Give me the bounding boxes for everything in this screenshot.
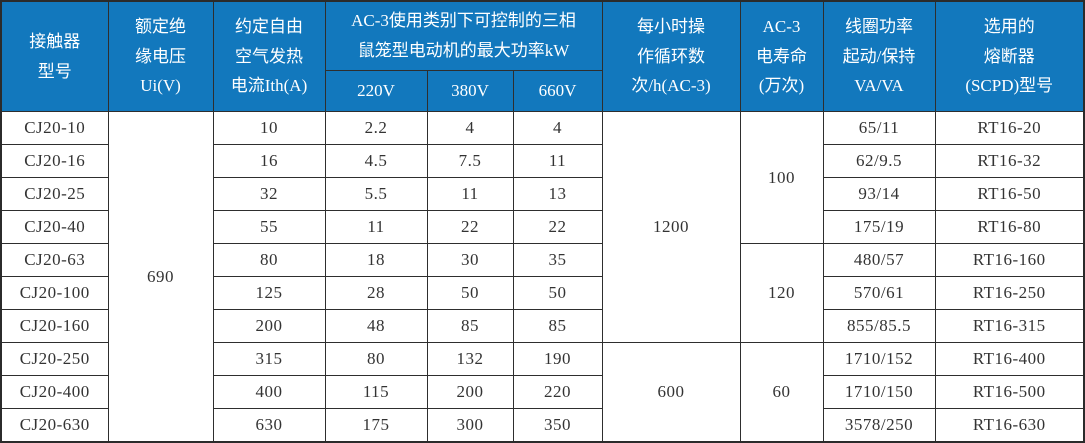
cell-power-660v: 220 (512, 375, 603, 409)
header-ac3-max-power-group: AC-3使用类别下可控制的三相 鼠笼型电动机的最大功率kW (324, 0, 603, 71)
cell-power-380v: 50 (426, 276, 514, 310)
cell-power-380v: 4 (426, 111, 514, 145)
table-row: CJ20-25 32 5.5 11 13 93/14 RT16-50 (0, 177, 1085, 211)
cell-power-660v: 50 (512, 276, 603, 310)
header-220v: 220V (324, 70, 428, 112)
cell-power-220v: 175 (324, 408, 428, 443)
cell-thermal-current: 10 (212, 111, 326, 145)
cell-thermal-current: 400 (212, 375, 326, 409)
cell-power-380v: 11 (426, 177, 514, 211)
cell-model: CJ20-16 (0, 144, 109, 178)
table-row: CJ20-63 80 18 30 35 120 480/57 RT16-160 (0, 243, 1085, 343)
cell-fuse: RT16-400 (934, 342, 1085, 376)
header-operating-cycles: 每小时操 作循环数 次/h(AC-3) (601, 0, 741, 112)
header-660v: 660V (512, 70, 603, 112)
cell-model: CJ20-630 (0, 408, 109, 443)
cell-coil-power: 62/9.5 (822, 144, 936, 178)
cell-power-380v: 85 (426, 309, 514, 343)
cell-power-660v: 35 (512, 243, 603, 277)
cell-fuse: RT16-250 (934, 276, 1085, 310)
cell-thermal-current: 32 (212, 177, 326, 211)
table-row: CJ20-400 400 115 200 220 1710/150 RT16-5… (0, 375, 1085, 409)
cell-fuse: RT16-160 (934, 243, 1085, 277)
header-fuse-type: 选用的 熔断器 (SCPD)型号 (934, 0, 1085, 112)
cell-power-220v: 18 (324, 243, 428, 277)
cell-coil-power: 480/57 (822, 243, 936, 277)
cell-fuse: RT16-630 (934, 408, 1085, 443)
cell-power-660v: 85 (512, 309, 603, 343)
cell-power-660v: 13 (512, 177, 603, 211)
cell-power-220v: 115 (324, 375, 428, 409)
header-insulation-voltage: 额定绝 缘电压 Ui(V) (107, 0, 214, 112)
cell-fuse: RT16-20 (934, 111, 1085, 145)
header-electrical-life: AC-3 电寿命 (万次) (739, 0, 824, 112)
cell-model: CJ20-10 (0, 111, 109, 145)
cell-model: CJ20-63 (0, 243, 109, 277)
cell-thermal-current: 630 (212, 408, 326, 443)
cell-power-380v: 300 (426, 408, 514, 443)
cell-power-380v: 30 (426, 243, 514, 277)
cell-power-220v: 80 (324, 342, 428, 376)
table-row: CJ20-10 690 10 2.2 4 4 1200 100 65/11 RT… (0, 111, 1085, 443)
cell-power-660v: 350 (512, 408, 603, 443)
cell-power-660v: 4 (512, 111, 603, 145)
table-row: CJ20-250 315 80 132 190 600 60 1710/152 … (0, 342, 1085, 443)
cell-coil-power: 93/14 (822, 177, 936, 211)
cell-cycles-high: 1200 (601, 111, 741, 343)
cell-power-220v: 4.5 (324, 144, 428, 178)
cell-thermal-current: 125 (212, 276, 326, 310)
cell-fuse: RT16-50 (934, 177, 1085, 211)
cell-power-220v: 5.5 (324, 177, 428, 211)
cell-model: CJ20-100 (0, 276, 109, 310)
cell-power-220v: 28 (324, 276, 428, 310)
cell-power-660v: 22 (512, 210, 603, 244)
cell-model: CJ20-160 (0, 309, 109, 343)
cell-thermal-current: 16 (212, 144, 326, 178)
header-380v: 380V (426, 70, 514, 112)
cell-model: CJ20-400 (0, 375, 109, 409)
cell-cycles-low: 600 (601, 342, 741, 443)
cell-model: CJ20-25 (0, 177, 109, 211)
cell-coil-power: 3578/250 (822, 408, 936, 443)
cell-coil-power: 855/85.5 (822, 309, 936, 343)
cell-life-c: 60 (739, 342, 824, 443)
cell-thermal-current: 55 (212, 210, 326, 244)
header-contactor-model: 接触器 型号 (0, 0, 109, 112)
cell-power-380v: 22 (426, 210, 514, 244)
cell-power-380v: 132 (426, 342, 514, 376)
cell-insulation-voltage: 690 (107, 111, 214, 443)
cell-power-220v: 48 (324, 309, 428, 343)
cell-power-380v: 200 (426, 375, 514, 409)
cell-model: CJ20-250 (0, 342, 109, 376)
cell-fuse: RT16-500 (934, 375, 1085, 409)
cell-power-660v: 190 (512, 342, 603, 376)
cell-power-660v: 11 (512, 144, 603, 178)
cell-fuse: RT16-315 (934, 309, 1085, 343)
cell-coil-power: 175/19 (822, 210, 936, 244)
cell-thermal-current: 80 (212, 243, 326, 277)
cell-coil-power: 1710/152 (822, 342, 936, 376)
cell-life-b: 120 (739, 243, 824, 343)
cell-coil-power: 1710/150 (822, 375, 936, 409)
header-coil-power: 线圈功率 起动/保持 VA/VA (822, 0, 936, 112)
table-row: CJ20-16 16 4.5 7.5 11 62/9.5 RT16-32 (0, 144, 1085, 178)
cell-fuse: RT16-32 (934, 144, 1085, 178)
cell-life-a: 100 (739, 111, 824, 244)
table-row: CJ20-40 55 11 22 22 175/19 RT16-80 (0, 210, 1085, 244)
cell-thermal-current: 315 (212, 342, 326, 376)
cell-model: CJ20-40 (0, 210, 109, 244)
table-row: CJ20-100 125 28 50 50 570/61 RT16-250 (0, 276, 1085, 310)
cell-fuse: RT16-80 (934, 210, 1085, 244)
cell-power-380v: 7.5 (426, 144, 514, 178)
cell-coil-power: 65/11 (822, 111, 936, 145)
cell-power-220v: 11 (324, 210, 428, 244)
header-thermal-current: 约定自由 空气发热 电流Ith(A) (212, 0, 326, 112)
table-row: CJ20-630 630 175 300 350 3578/250 RT16-6… (0, 408, 1085, 443)
cell-power-220v: 2.2 (324, 111, 428, 145)
cell-thermal-current: 200 (212, 309, 326, 343)
cell-coil-power: 570/61 (822, 276, 936, 310)
